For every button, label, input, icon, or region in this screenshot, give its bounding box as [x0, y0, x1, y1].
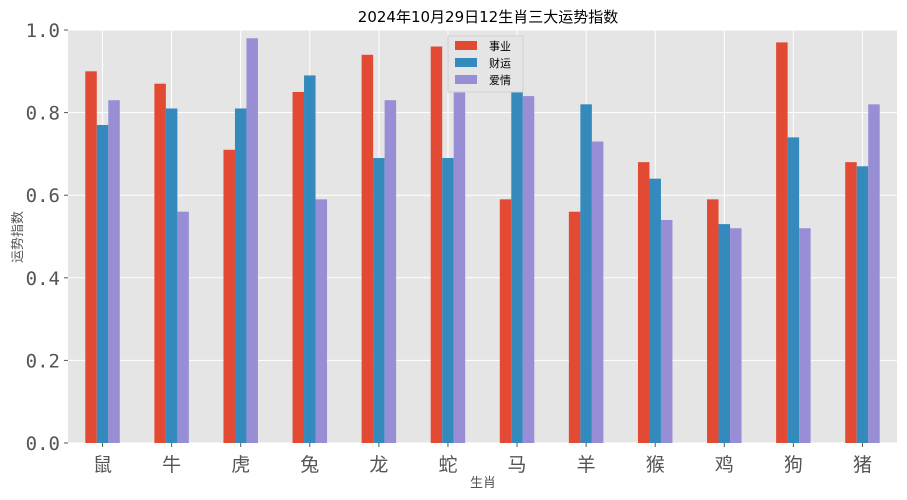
- bar-love: [660, 219, 673, 443]
- y-axis: 0.0 0.2 0.4 0.6 0.8 1.0: [26, 20, 68, 455]
- bar-love: [730, 228, 742, 443]
- y-axis-label: 运势指数: [10, 211, 26, 263]
- x-tick-label: 蛇: [438, 454, 457, 476]
- bar-career: [776, 42, 788, 443]
- bar-love: [799, 228, 811, 443]
- bar-wealth: [96, 124, 109, 444]
- x-tick-label: 马: [508, 454, 527, 476]
- x-tick-label: 猪: [853, 454, 872, 476]
- bar-wealth: [234, 108, 247, 443]
- x-tick-label: 鼠: [93, 454, 112, 476]
- x-tick-label: 兔: [300, 454, 319, 476]
- bar-career: [154, 83, 166, 443]
- bar-wealth: [580, 104, 592, 443]
- bar-wealth: [649, 178, 661, 443]
- bar-wealth: [787, 137, 800, 443]
- x-axis-label: 生肖: [470, 476, 496, 491]
- legend-label-love: 爱情: [489, 74, 511, 87]
- bar-love: [591, 141, 604, 443]
- legend-swatch-career: [455, 41, 477, 50]
- x-axis: 鼠牛虎兔龙蛇马羊猴鸡狗猪: [93, 443, 872, 476]
- bar-career: [430, 46, 443, 444]
- bar-love: [108, 100, 120, 444]
- bar-love: [177, 211, 189, 443]
- plot-area: [68, 30, 897, 443]
- y-tick-label: 0.2: [26, 350, 60, 372]
- legend-label-career: 事业: [489, 40, 511, 53]
- legend-swatch-love: [455, 75, 477, 84]
- bars: [85, 38, 880, 444]
- bar-love: [384, 100, 397, 444]
- x-tick-label: 虎: [231, 454, 250, 476]
- bar-wealth: [304, 75, 316, 444]
- bar-wealth: [511, 38, 523, 443]
- bar-love: [453, 58, 466, 443]
- bar-wealth: [373, 158, 385, 443]
- bar-wealth: [856, 166, 869, 444]
- y-tick-label: 0.6: [26, 185, 60, 207]
- bar-wealth: [718, 224, 731, 443]
- bar-love: [246, 38, 258, 443]
- x-tick-label: 鸡: [715, 454, 734, 476]
- bar-career: [707, 199, 719, 443]
- bar-wealth: [165, 108, 178, 443]
- y-tick-label: 0.0: [26, 433, 60, 455]
- bar-career: [637, 162, 650, 443]
- x-tick-label: 狗: [784, 454, 803, 476]
- bar-wealth: [442, 158, 454, 443]
- x-tick-label: 羊: [577, 454, 596, 476]
- bar-career: [845, 162, 857, 443]
- x-tick-label: 猴: [646, 454, 665, 476]
- bar-career: [223, 149, 235, 443]
- bar-career: [361, 54, 374, 443]
- legend: 事业 财运 爱情: [447, 35, 524, 93]
- bar-love: [868, 104, 880, 443]
- chart-title: 2024年10月29日12生肖三大运势指数: [358, 8, 618, 26]
- bar-love: [522, 96, 535, 443]
- x-tick-label: 牛: [162, 454, 181, 476]
- bar-career: [568, 211, 581, 443]
- y-tick-label: 0.8: [26, 103, 60, 125]
- y-tick-label: 0.4: [26, 268, 60, 290]
- legend-swatch-wealth: [455, 58, 477, 67]
- legend-label-wealth: 财运: [489, 56, 511, 70]
- bar-career: [499, 199, 512, 443]
- bar-career: [85, 71, 97, 444]
- bar-career: [292, 91, 305, 443]
- bar-love: [315, 199, 328, 443]
- y-tick-label: 1.0: [26, 20, 60, 42]
- x-tick-label: 龙: [369, 454, 388, 476]
